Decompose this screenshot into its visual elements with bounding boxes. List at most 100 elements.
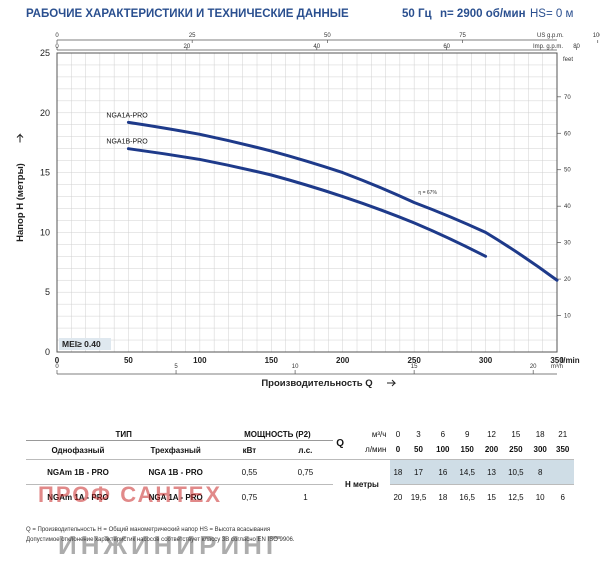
q-lmin-value: 300 [533, 445, 547, 455]
q-m3h-value: 18 [535, 429, 545, 439]
speed-label: n= 2900 об/мин [440, 8, 526, 20]
x-tick-label: 350 [550, 356, 564, 365]
x-tick-label: 200 [336, 356, 350, 365]
single-phase-header: Однофазный [51, 445, 105, 455]
power-kw: 0,55 [221, 459, 278, 485]
imp-gpm-tick-label: 20 [184, 44, 191, 50]
head-value: 18 [431, 484, 455, 509]
suction-height-label: HS= 0 м [530, 8, 574, 20]
q-m3h-value: 15 [511, 429, 521, 439]
feet-unit-label: feet [563, 57, 573, 63]
m3h-unit-label: m³/h [551, 364, 563, 370]
chart-labels: NGA1A-PRO NGA1B-PRO η = 67% MEI≥ 0.40 [59, 112, 437, 350]
head-value: 10,5 [502, 459, 529, 485]
imp-gpm-tick-label: 80 [573, 44, 580, 50]
h-label: H метры [333, 459, 391, 509]
model-single-phase: NGAm 1B - PRO [26, 459, 130, 485]
q-lmin-value: 150 [460, 445, 474, 455]
us-gpm-tick-label: 75 [459, 33, 466, 39]
power-hp: 1 [277, 484, 334, 509]
q-m3h-value: 9 [464, 429, 470, 439]
imp-gpm-tick-label: 0 [55, 44, 59, 50]
head-value: 16 [431, 459, 455, 485]
x-tick-label: 300 [479, 356, 493, 365]
footnote-tolerance: Допустимое отклонение характеристик насо… [26, 537, 295, 543]
y-tick-label: 20 [40, 108, 50, 118]
q-lmin-value: 250 [509, 445, 523, 455]
feet-tick-label: 60 [564, 131, 571, 137]
q-unit-m3h: м³/ч [371, 429, 387, 439]
footnotes: Q = Производительность H = Общий маномет… [26, 525, 295, 545]
head-value: 16,5 [454, 484, 481, 509]
efficiency-annotation: η = 67% [418, 190, 437, 196]
x-axis-title: Производительность Q [261, 378, 372, 389]
head-value: 10 [528, 484, 552, 509]
y-tick-label: 15 [40, 168, 50, 178]
head-value: 15 [480, 484, 503, 509]
power-hp: 0,75 [277, 459, 334, 485]
q-lmin-value: 100 [436, 445, 450, 455]
m3h-tick-label: 15 [411, 364, 418, 370]
table-subheader-row: Однофазный Трехфазный кВт л.с. л/мин 0 50 100 15… [26, 441, 574, 460]
model-three-phase: NGA 1B - PRO [129, 459, 222, 485]
page-title: РАБОЧИЕ ХАРАКТЕРИСТИКИ И ТЕХНИЧЕСКИЕ ДАН… [26, 8, 349, 20]
feet-tick-label: 10 [564, 314, 571, 320]
imp-gpm-unit-label: Imp. g.p.m. [533, 44, 563, 50]
q-lmin-value: 0 [395, 445, 401, 455]
us-gpm-unit-label: US g.p.m. [537, 33, 564, 39]
chart-curves [126, 120, 559, 282]
head-value: 8 [528, 459, 552, 485]
chart-grid [56, 52, 558, 353]
y-tick-label: 5 [45, 287, 50, 297]
q-label: Q [336, 438, 344, 449]
q-m3h-value: 21 [558, 429, 568, 439]
x-tick-label: 150 [265, 356, 279, 365]
y-tick-label: 10 [40, 227, 50, 237]
y-tick-label: 25 [40, 48, 50, 58]
y-axis-arrow [16, 133, 24, 143]
power-header: МОЩНОСТЬ (P2) [221, 428, 334, 441]
y-tick-label: 0 [45, 347, 50, 357]
y-axis-title: Напор H (метры) [15, 163, 26, 242]
feet-tick-label: 30 [564, 241, 571, 247]
us-gpm-tick-label: 100 [593, 33, 600, 39]
imp-gpm-tick-label: 40 [313, 44, 320, 50]
q-unit-lmin: л/мин [365, 445, 387, 455]
us-gpm-tick-label: 0 [55, 33, 59, 39]
feet-tick-label: 70 [564, 95, 571, 101]
head-value: 12,5 [502, 484, 529, 509]
us-gpm-tick-label: 25 [189, 33, 196, 39]
plot-frame [56, 52, 558, 353]
model-three-phase: NGA 1A - PRO [129, 484, 222, 509]
kw-header: кВт [242, 445, 257, 455]
series-label: NGA1A-PRO [106, 112, 148, 119]
head-value: 14,5 [454, 459, 481, 485]
m3h-tick-label: 0 [55, 364, 59, 370]
x-unit-label: l/min [561, 356, 580, 365]
watermark-subtitle: ИНЖИНИРИНГ [58, 530, 285, 560]
m3h-tick-label: 5 [174, 364, 178, 370]
footnote-definitions: Q = Производительность H = Общий маномет… [26, 527, 271, 533]
x-tick-label: 0 [55, 356, 60, 365]
three-phase-header: Трехфазный [150, 445, 201, 455]
head-value: 19,5 [405, 484, 432, 509]
curve-nga1a-pro [126, 120, 559, 282]
head-value [551, 459, 574, 485]
frequency-label: 50 Гц [402, 8, 432, 20]
table-row: NGAm 1A - PRO NGA 1A - PRO 0,75 1 20 19,5 18 16… [26, 484, 574, 509]
feet-tick-label: 40 [564, 204, 571, 210]
head-value: 17 [405, 459, 432, 485]
feet-tick-label: 20 [564, 277, 571, 283]
q-m3h-value: 12 [487, 429, 496, 439]
curve-nga1b-pro [126, 147, 488, 258]
power-kw: 0,75 [221, 484, 278, 509]
m3h-tick-label: 10 [292, 364, 299, 370]
head-value: 18 [390, 459, 406, 485]
table-row: NGAm 1B - PRO NGA 1B - PRO 0,55 0,75 H метры… [26, 459, 574, 509]
us-gpm-tick-label: 50 [324, 33, 331, 39]
q-lmin-value: 50 [414, 445, 423, 455]
